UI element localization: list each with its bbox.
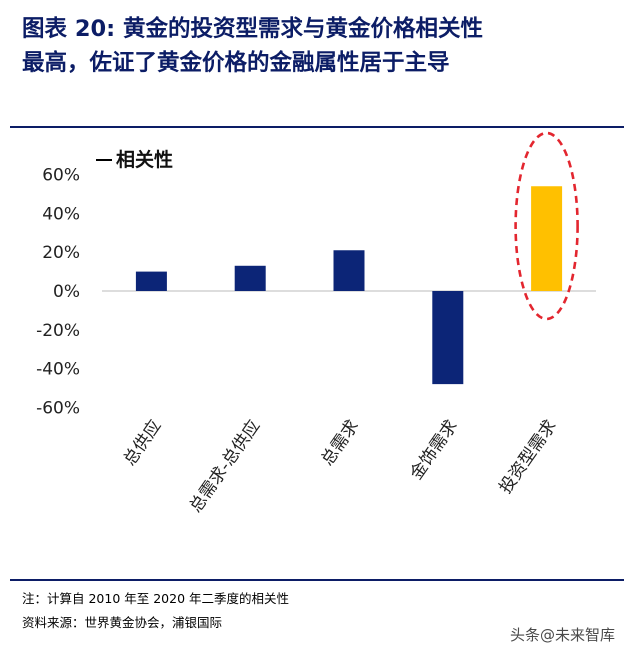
footnote: 注：计算自 2010 年至 2020 年二季度的相关性 bbox=[22, 591, 290, 606]
y-tick-label: 0% bbox=[53, 282, 80, 302]
highlight-annotation-ellipse bbox=[514, 131, 579, 321]
y-tick-label: 20% bbox=[42, 243, 80, 263]
y-tick-label: -40% bbox=[36, 360, 80, 380]
figure-title-line-2: 最高，佐证了黄金价格的金融属性居于主导 bbox=[22, 50, 450, 76]
category-label: 金饰需求 bbox=[407, 416, 462, 483]
bar-3 bbox=[333, 250, 365, 291]
bar-4 bbox=[432, 291, 464, 385]
y-tick-label: -60% bbox=[36, 398, 80, 418]
bar-5 bbox=[531, 186, 563, 291]
legend-label: 相关性 bbox=[116, 148, 173, 171]
watermark: 头条@未来智库 bbox=[510, 626, 616, 644]
top-divider bbox=[10, 126, 624, 128]
figure-title-text: 黄金的投资型需求与黄金价格相关性 bbox=[115, 16, 484, 42]
y-tick-label: 60% bbox=[42, 166, 80, 186]
figure-label: 图表 bbox=[22, 16, 68, 42]
category-label: 投资型需求 bbox=[496, 416, 561, 497]
category-label: 总需求 bbox=[317, 416, 363, 469]
y-tick-label: 40% bbox=[42, 204, 80, 224]
category-label: 总需求-总供应 bbox=[186, 416, 264, 516]
source-note: 资料来源：世界黄金协会，浦银国际 bbox=[22, 615, 223, 630]
correlation-bar-chart: 60% 40% 20% 0% -20% -40% -60% 相关性总供应 总需求-总供应 总需求金… bbox=[36, 131, 596, 516]
figure-title-line-1: 图表 20: 黄金的投资型需求与黄金价格相关性 bbox=[22, 12, 626, 46]
figure-title: 图表 20: 黄金的投资型需求与黄金价格相关性 最高，佐证了黄金价格的金融属性居… bbox=[22, 12, 626, 80]
bar-2 bbox=[234, 265, 266, 291]
bar-1 bbox=[135, 271, 167, 291]
bottom-divider bbox=[10, 579, 624, 581]
category-label: 总供应 bbox=[120, 416, 166, 469]
figure-number: 20: bbox=[74, 16, 116, 42]
y-tick-label: -20% bbox=[36, 321, 80, 341]
